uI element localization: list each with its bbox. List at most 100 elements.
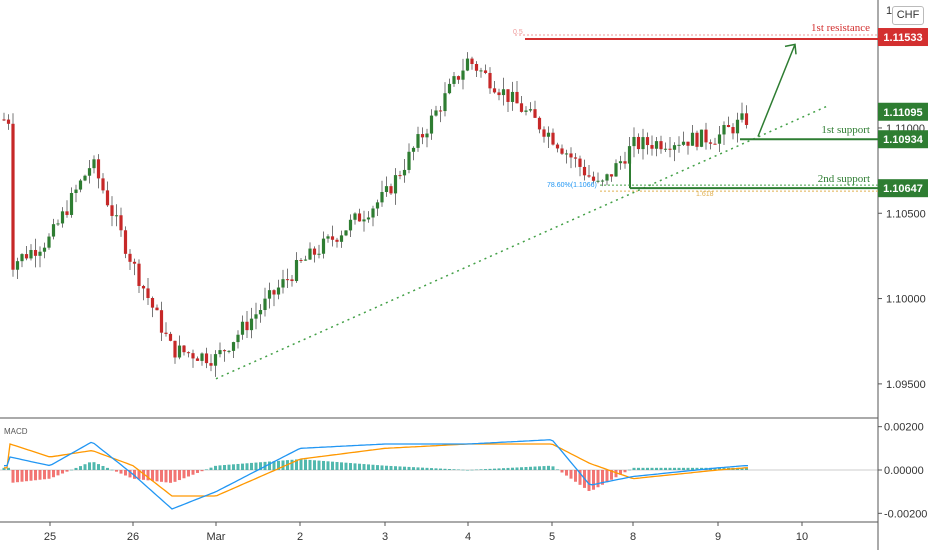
candle-up — [600, 180, 605, 182]
candle-up — [74, 189, 78, 194]
candle-up — [303, 259, 308, 261]
candle-down — [110, 205, 114, 216]
candle-up — [479, 70, 483, 72]
candle-up — [276, 287, 281, 295]
candle-up — [524, 110, 528, 112]
candle-up — [177, 345, 182, 358]
macd-hist-bar — [398, 466, 402, 470]
last-price-tag-text: 1.11095 — [883, 107, 922, 119]
price-tick-label: 1.10500 — [886, 208, 926, 220]
macd-hist-bar — [673, 467, 676, 470]
macd-hist-bar — [133, 470, 136, 479]
candle-up — [353, 213, 357, 220]
macd-hist-bar — [137, 470, 141, 480]
macd-hist-bar — [169, 470, 172, 483]
candle-down — [695, 132, 699, 147]
candle-down — [587, 175, 591, 177]
candle-down — [101, 178, 105, 191]
candle-up — [618, 161, 623, 164]
candle-down — [204, 353, 209, 364]
candle-down — [420, 134, 425, 138]
macd-line — [4, 439, 748, 510]
macd-hist-bar — [187, 470, 190, 477]
macd-hist-bar — [659, 467, 663, 470]
macd-hist-bar — [101, 465, 105, 470]
macd-hist-bar — [430, 468, 433, 470]
candle-down — [569, 153, 573, 158]
macd-hist-bar — [443, 468, 447, 470]
candle-down — [533, 109, 537, 118]
macd-hist-bar — [209, 467, 213, 470]
macd-hist-bar — [106, 467, 109, 470]
symbol-badge[interactable]: CHF — [892, 6, 924, 25]
candle-down — [483, 70, 488, 73]
resistance-price-tag — [878, 28, 928, 47]
macd-hist-bar — [295, 459, 298, 470]
macd-hist-bar — [623, 470, 627, 473]
candle-down — [312, 248, 317, 255]
macd-hist-bar — [70, 469, 73, 471]
macd-hist-bar — [367, 464, 370, 470]
macd-hist-bar — [506, 467, 510, 470]
macd-hist-bar — [664, 467, 667, 470]
macd-hist-bar — [349, 463, 352, 470]
candle-up — [632, 136, 636, 147]
candle-down — [650, 145, 654, 149]
macd-hist-bar — [479, 469, 483, 470]
candle-up — [425, 133, 429, 138]
macd-hist-bar — [353, 463, 357, 470]
macd-hist-bar — [214, 465, 217, 470]
macd-hist-bar — [205, 469, 208, 470]
candle-down — [488, 72, 492, 89]
candle-down — [492, 88, 497, 93]
macd-hist-bar — [362, 464, 366, 470]
macd-hist-bar — [38, 470, 42, 480]
macd-hist-bar — [52, 470, 55, 478]
candle-up — [371, 208, 375, 218]
candle-up — [281, 279, 285, 288]
candle-down — [186, 352, 191, 354]
candle-up — [56, 223, 60, 225]
macd-hist-bar — [196, 470, 199, 473]
macd-hist-bar — [110, 469, 114, 471]
macd-hist-bar — [326, 461, 330, 470]
candle-up — [60, 211, 65, 224]
candle-up — [735, 119, 740, 134]
time-tick-label: 3 — [382, 531, 388, 543]
macd-hist-bar — [259, 462, 262, 470]
candle-up — [47, 236, 51, 248]
candle-down — [137, 263, 141, 286]
candle-down — [668, 148, 672, 150]
candle-up — [722, 125, 726, 135]
candle-up — [321, 238, 326, 254]
macd-hist-bar — [115, 470, 118, 472]
macd-hist-bar — [466, 469, 469, 471]
macd-hist-bar — [277, 460, 280, 470]
macd-hist-bar — [542, 466, 546, 470]
support2-price-tag-text: 1.10647 — [883, 183, 923, 195]
macd-hist-bar — [439, 468, 442, 470]
macd-hist-bar — [191, 470, 195, 475]
macd-hist-bar — [605, 470, 609, 483]
candle-down — [645, 137, 650, 146]
candle-down — [141, 285, 146, 289]
macd-hist-bar — [497, 468, 501, 470]
candle-down — [173, 340, 177, 358]
candle-down — [168, 333, 173, 341]
candle-up — [461, 70, 465, 80]
candle-down — [65, 211, 69, 215]
macd-hist-bar — [313, 460, 316, 470]
candle-down — [128, 253, 132, 262]
candle-down — [6, 119, 11, 124]
candle-up — [614, 163, 618, 177]
candle-down — [560, 148, 564, 154]
candle-up — [654, 141, 659, 149]
macd-hist-bar — [79, 466, 82, 470]
macd-hist-bar — [182, 470, 186, 479]
macd-hist-bar — [236, 463, 240, 470]
candle-down — [222, 350, 227, 352]
last-price-tag — [878, 102, 928, 121]
macd-hist-bar — [56, 470, 60, 476]
